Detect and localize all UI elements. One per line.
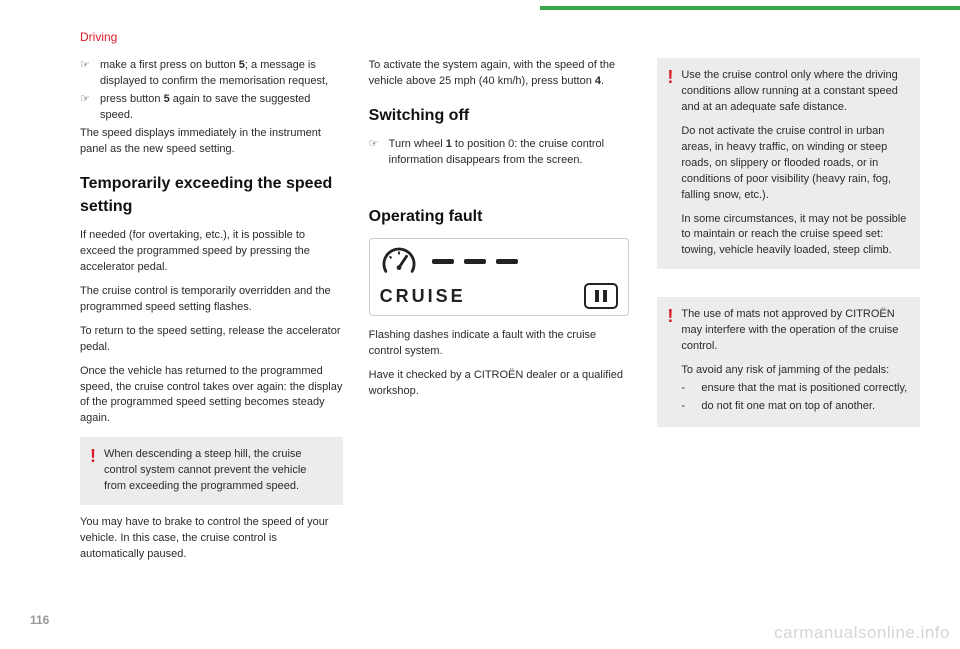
manual-page: Driving ☞ make a first press on button 5… xyxy=(0,0,960,649)
paragraph: The cruise control is temporarily overri… xyxy=(80,284,343,316)
heading-operating-fault: Operating fault xyxy=(369,205,632,228)
bullet-item: ☞ Turn wheel 1 to position 0: the cruise… xyxy=(369,137,632,169)
paragraph: To return to the speed setting, release … xyxy=(80,324,343,356)
warning-paragraph: Use the cruise control only where the dr… xyxy=(681,68,908,116)
fault-top-row xyxy=(380,245,618,277)
warning-paragraph: Do not activate the cruise control in ur… xyxy=(681,124,908,204)
paragraph: The speed displays immediately in the in… xyxy=(80,126,343,158)
warning-box: ! Use the cruise control only where the … xyxy=(657,58,920,269)
fault-bottom-row: CRUISE xyxy=(380,283,618,309)
paragraph: To activate the system again, with the s… xyxy=(369,58,632,90)
dash-item: - do not fit one mat on top of another. xyxy=(681,399,908,415)
bullet-text: press button 5 again to save the suggest… xyxy=(100,92,343,124)
exclamation-icon: ! xyxy=(667,307,673,417)
warning-text: When descending a steep hill, the cruise… xyxy=(104,447,331,495)
dash-marker: - xyxy=(681,381,691,397)
paragraph: You may have to brake to control the spe… xyxy=(80,515,343,563)
dash-text: do not fit one mat on top of another. xyxy=(701,399,875,415)
warning-paragraph: To avoid any risk of jamming of the peda… xyxy=(681,363,908,379)
dash-icon xyxy=(464,259,486,264)
bullet-text: make a first press on button 5; a messag… xyxy=(100,58,343,90)
exclamation-icon: ! xyxy=(667,68,673,259)
paragraph: Once the vehicle has returned to the pro… xyxy=(80,364,343,428)
accent-bar xyxy=(540,6,960,10)
paragraph: Have it checked by a CITROËN dealer or a… xyxy=(369,368,632,400)
bullet-marker: ☞ xyxy=(80,58,90,90)
speedometer-icon xyxy=(380,245,418,277)
dash-icon xyxy=(496,259,518,264)
warning-box: ! When descending a steep hill, the crui… xyxy=(80,437,343,505)
bullet-item: ☞ make a first press on button 5; a mess… xyxy=(80,58,343,90)
bullet-text: Turn wheel 1 to position 0: the cruise c… xyxy=(389,137,632,169)
watermark: carmanualsonline.info xyxy=(774,623,950,643)
dash-item: - ensure that the mat is positioned corr… xyxy=(681,381,908,397)
cruise-label: CRUISE xyxy=(380,283,466,309)
dash-text: ensure that the mat is positioned correc… xyxy=(701,381,907,397)
column-2: To activate the system again, with the s… xyxy=(369,58,632,571)
heading-switching-off: Switching off xyxy=(369,104,632,127)
warning-text: Use the cruise control only where the dr… xyxy=(681,68,908,259)
paragraph: Flashing dashes indicate a fault with th… xyxy=(369,328,632,360)
fault-dashes xyxy=(432,259,518,264)
bullet-marker: ☞ xyxy=(80,92,90,124)
pause-icon xyxy=(584,283,618,309)
content-columns: ☞ make a first press on button 5; a mess… xyxy=(80,58,920,571)
bullet-item: ☞ press button 5 again to save the sugge… xyxy=(80,92,343,124)
dash-icon xyxy=(432,259,454,264)
paragraph: If needed (for overtaking, etc.), it is … xyxy=(80,228,343,276)
dash-marker: - xyxy=(681,399,691,415)
warning-paragraph: In some circumstances, it may not be pos… xyxy=(681,212,908,260)
bullet-marker: ☞ xyxy=(369,137,379,169)
exclamation-icon: ! xyxy=(90,447,96,495)
warning-paragraph: The use of mats not approved by CITROËN … xyxy=(681,307,908,355)
page-number: 116 xyxy=(30,613,49,627)
column-3: ! Use the cruise control only where the … xyxy=(657,58,920,571)
warning-text: The use of mats not approved by CITROËN … xyxy=(681,307,908,417)
heading-temporarily-exceeding: Temporarily exceeding the speed setting xyxy=(80,172,343,218)
column-1: ☞ make a first press on button 5; a mess… xyxy=(80,58,343,571)
section-header: Driving xyxy=(80,30,920,44)
warning-box: ! The use of mats not approved by CITROË… xyxy=(657,297,920,427)
cruise-fault-display: CRUISE xyxy=(369,238,629,316)
